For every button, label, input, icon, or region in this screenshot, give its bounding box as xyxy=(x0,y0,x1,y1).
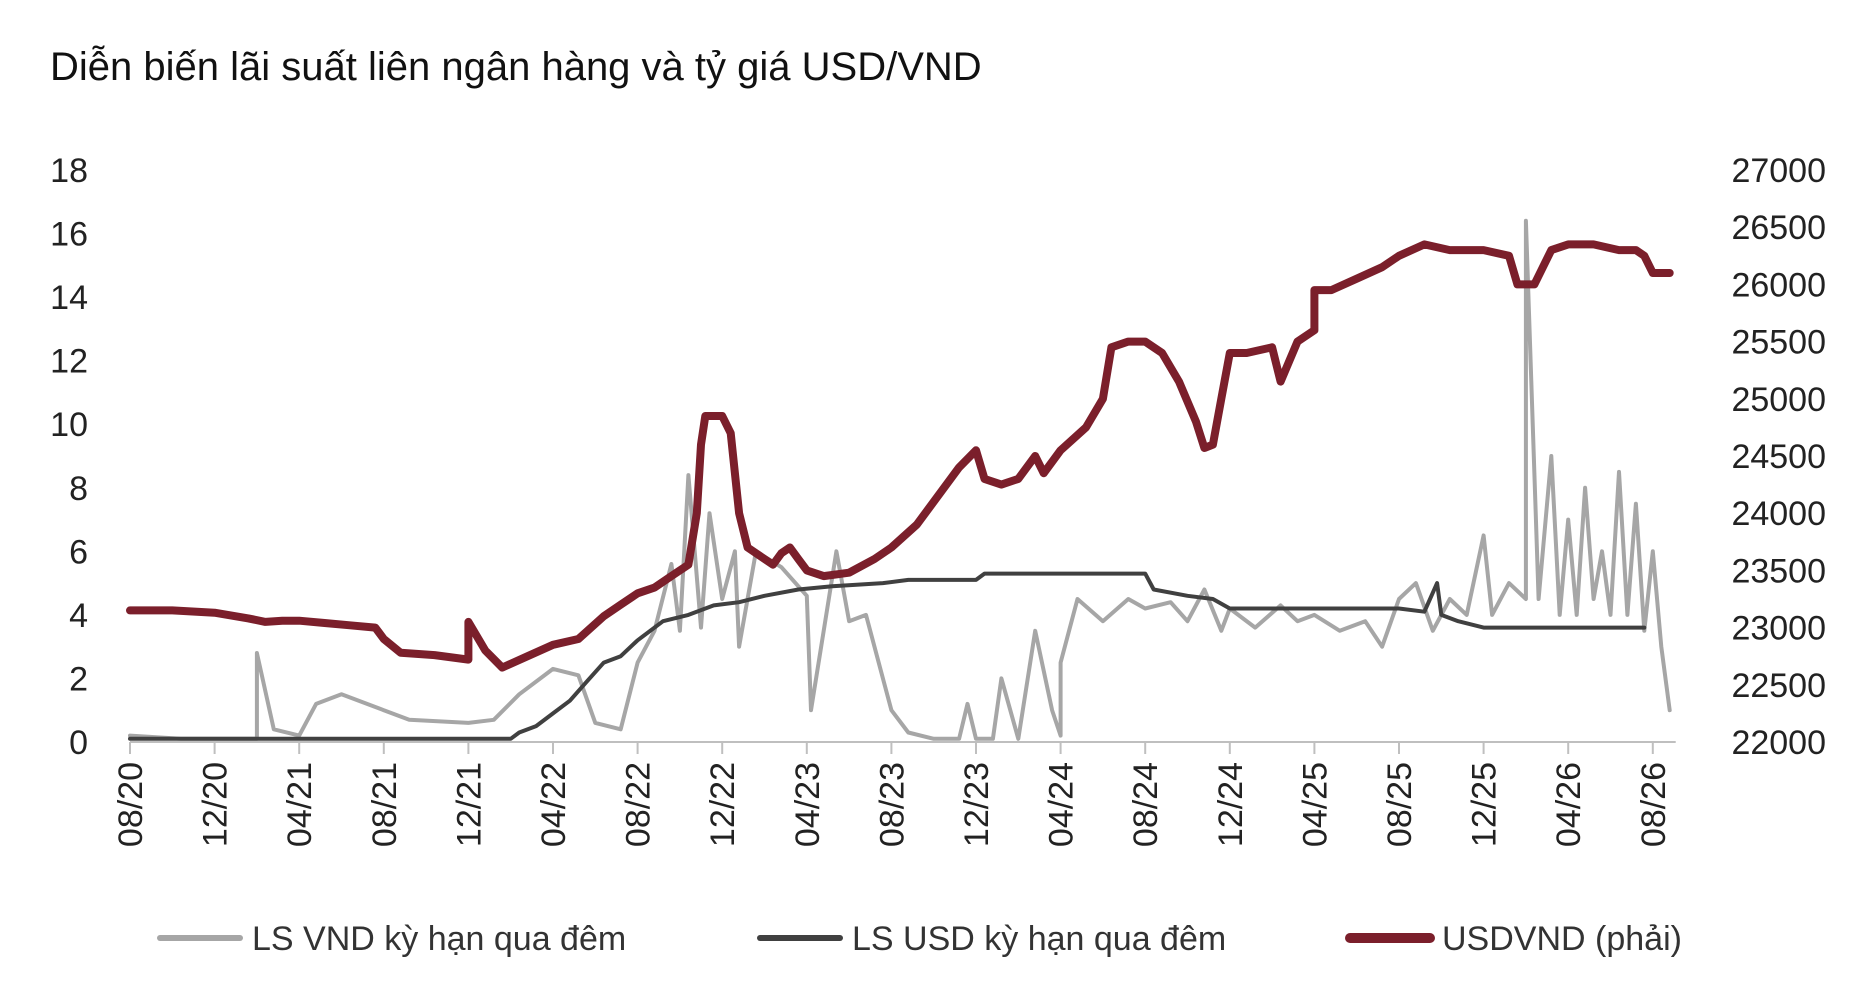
x-tick-label: 04/21 xyxy=(281,762,319,847)
right-tick-label: 22000 xyxy=(1731,724,1826,762)
x-tick-label: 08/21 xyxy=(366,762,404,847)
right-tick-label: 26000 xyxy=(1731,266,1826,304)
x-tick-label: 04/25 xyxy=(1296,762,1334,847)
series-line-1 xyxy=(128,218,1672,741)
right-tick-label: 23000 xyxy=(1731,610,1826,648)
series-line-3 xyxy=(126,240,1674,672)
left-tick-label: 4 xyxy=(69,597,88,635)
legend-label: LS VND kỳ hạn qua đêm xyxy=(252,920,626,958)
x-tick-label: 04/23 xyxy=(789,762,827,847)
left-axis: 0 2 4 6 8 10 12 14 16 18 xyxy=(50,152,88,762)
x-tick-label: 08/25 xyxy=(1381,762,1419,847)
right-tick-label: 24000 xyxy=(1731,495,1826,533)
left-tick-label: 14 xyxy=(50,279,88,317)
x-tick-label: 12/23 xyxy=(958,762,996,847)
x-tick-label: 04/22 xyxy=(535,762,573,847)
left-tick-label: 18 xyxy=(50,152,88,190)
x-tick-label: 08/26 xyxy=(1635,762,1673,847)
x-tick-label: 04/24 xyxy=(1043,762,1081,847)
x-tick-label: 12/22 xyxy=(704,762,742,847)
left-tick-label: 0 xyxy=(69,724,88,762)
right-tick-label: 25000 xyxy=(1731,381,1826,419)
x-tick-label: 12/24 xyxy=(1212,762,1250,847)
left-tick-label: 12 xyxy=(50,343,88,381)
legend: LS VND kỳ hạn qua đêm LS USD kỳ hạn qua đ… xyxy=(157,920,1682,958)
x-tick-label: 04/26 xyxy=(1550,762,1588,847)
series-line-2 xyxy=(128,571,1647,741)
legend-label: USDVND (phải) xyxy=(1442,920,1682,958)
x-tick-label: 08/23 xyxy=(873,762,911,847)
legend-label: LS USD kỳ hạn qua đêm xyxy=(852,920,1226,958)
left-tick-label: 8 xyxy=(69,470,88,508)
right-tick-label: 23500 xyxy=(1731,552,1826,590)
chart-title: Diễn biến lãi suất liên ngân hàng và tỷ … xyxy=(50,44,982,89)
left-tick-label: 16 xyxy=(50,216,88,254)
plot-area xyxy=(126,218,1674,741)
x-axis: 08/20 12/20 04/21 08/21 12/21 04/22 08/22 12/22… xyxy=(112,741,1676,847)
x-tick-label: 12/21 xyxy=(450,762,488,847)
x-tick-label: 08/24 xyxy=(1127,762,1165,847)
left-tick-label: 10 xyxy=(50,406,88,444)
left-tick-label: 2 xyxy=(69,660,88,698)
right-tick-label: 25500 xyxy=(1731,324,1826,362)
left-tick-label: 6 xyxy=(69,533,88,571)
x-tick-label: 08/22 xyxy=(620,762,658,847)
x-tick-label: 12/25 xyxy=(1466,762,1504,847)
right-tick-label: 22500 xyxy=(1731,667,1826,705)
x-tick-label: 08/20 xyxy=(112,762,150,847)
right-tick-label: 26500 xyxy=(1731,209,1826,247)
x-tick-label: 12/20 xyxy=(197,762,235,847)
right-axis: 22000 22500 23000 23500 24000 24500 25000 25500… xyxy=(1731,152,1826,762)
right-tick-label: 27000 xyxy=(1731,152,1826,190)
right-tick-label: 24500 xyxy=(1731,438,1826,476)
